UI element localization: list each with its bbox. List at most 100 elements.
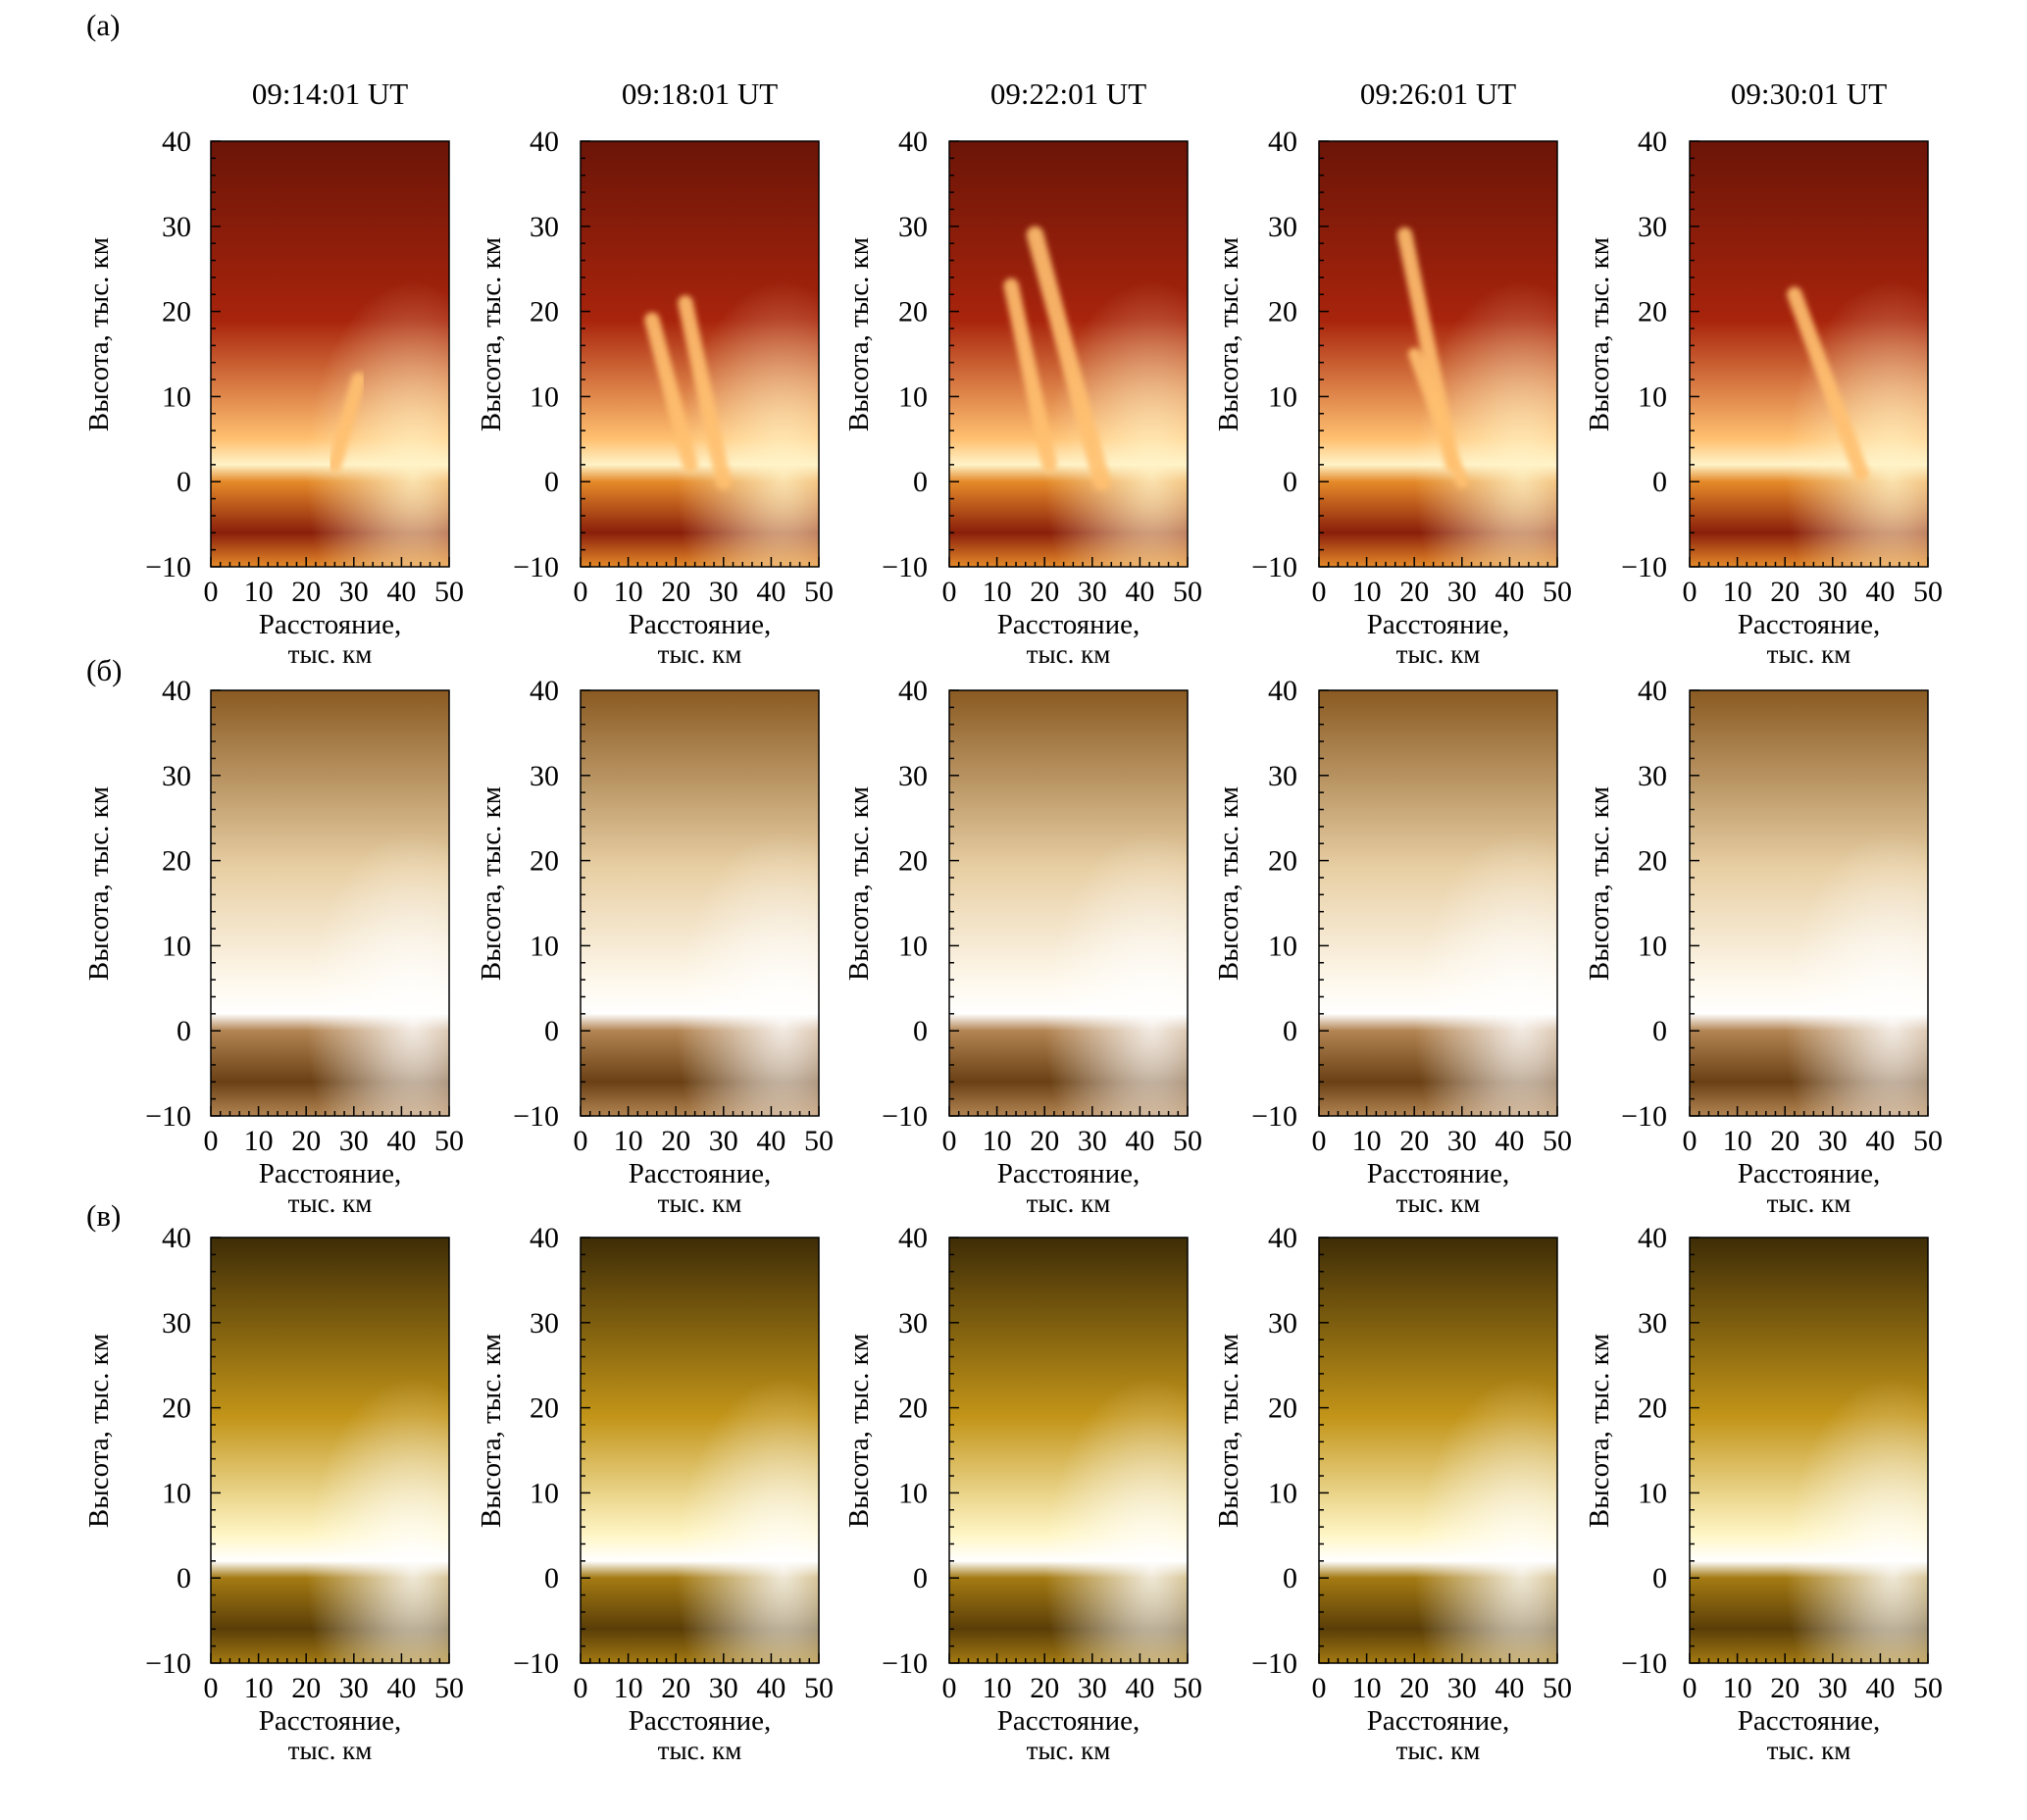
x-tick-label: 50: [434, 1125, 464, 1157]
x-tick-label: 10: [614, 1672, 643, 1704]
y-tick-label: 10: [162, 1477, 191, 1509]
limb-glow: [1690, 690, 1928, 1116]
x-tick-label: 0: [942, 1125, 957, 1157]
row-label: (а): [86, 8, 120, 42]
y-tick-label: 20: [1638, 1392, 1667, 1425]
y-tick-label: 10: [1268, 380, 1297, 413]
x-tick-label: 50: [1173, 1125, 1202, 1157]
y-axis-label: Высота, тыс. км: [83, 1334, 115, 1528]
x-axis-label: Расстояние,: [997, 1705, 1140, 1737]
y-tick-label: 40: [1638, 1222, 1667, 1254]
y-tick-label: 40: [1268, 675, 1297, 707]
x-tick-label: 0: [1683, 1125, 1698, 1157]
y-axis-label: Высота, тыс. км: [1584, 1334, 1615, 1528]
row-label: (б): [86, 653, 122, 687]
y-tick-label: 40: [898, 126, 928, 158]
y-axis-label: Высота, тыс. км: [476, 786, 507, 981]
x-tick-label: 40: [1125, 1125, 1154, 1157]
x-tick-label: 10: [1352, 576, 1382, 608]
y-axis-label: Высота, тыс. км: [476, 237, 507, 431]
y-tick-label: 0: [1283, 466, 1297, 498]
x-axis-label-unit: тыс. км: [1396, 1188, 1481, 1218]
x-tick-label: 0: [204, 576, 219, 608]
axes-frame: [948, 140, 1189, 568]
timestamp-label: 09:22:01 UT: [990, 76, 1146, 111]
x-tick-label: 20: [1399, 576, 1429, 608]
x-axis-label-unit: тыс. км: [658, 1188, 742, 1218]
x-tick-label: 30: [1818, 576, 1848, 608]
panel-image: [210, 1237, 450, 1664]
x-axis-label-unit: тыс. км: [1767, 1736, 1851, 1765]
x-axis-label-unit: тыс. км: [288, 639, 373, 669]
axes-frame: [580, 689, 820, 1117]
x-tick-label: 50: [1173, 576, 1202, 608]
x-tick-label: 10: [244, 576, 274, 608]
limb-glow: [211, 1238, 449, 1663]
y-axis-label: Высота, тыс. км: [83, 786, 115, 981]
x-tick-label: 20: [1030, 1125, 1059, 1157]
timestamp-label: 09:18:01 UT: [622, 76, 778, 111]
y-axis-label: Высота, тыс. км: [1213, 1334, 1244, 1528]
y-tick-label: 0: [913, 1015, 928, 1047]
x-tick-label: 40: [1495, 1125, 1524, 1157]
x-axis-label: Расстояние,: [1367, 609, 1509, 640]
y-tick-label: −10: [145, 551, 191, 583]
x-tick-label: 40: [386, 576, 416, 608]
y-tick-label: 0: [913, 466, 928, 498]
y-tick-label: 30: [162, 211, 191, 243]
x-axis-label-unit: тыс. км: [658, 639, 742, 669]
limb-glow: [1319, 690, 1557, 1116]
panel-image: [1689, 1237, 1929, 1664]
x-tick-label: 30: [709, 1672, 738, 1704]
limb-glow: [211, 690, 449, 1116]
y-tick-label: 30: [898, 1307, 928, 1340]
timestamp-label: 09:26:01 UT: [1360, 76, 1516, 111]
y-tick-label: 20: [1268, 1392, 1297, 1425]
x-tick-label: 30: [339, 576, 369, 608]
x-tick-label: 50: [1543, 1672, 1572, 1704]
jet-feature: [1396, 227, 1469, 488]
axes-frame: [948, 689, 1189, 1117]
y-tick-label: 20: [530, 296, 559, 329]
x-tick-label: 20: [1770, 1125, 1799, 1157]
axes-frame: [1689, 689, 1929, 1117]
x-tick-label: 40: [756, 576, 785, 608]
x-tick-label: 30: [1447, 1125, 1477, 1157]
y-tick-label: 40: [1268, 1222, 1297, 1254]
y-tick-label: 20: [1638, 845, 1667, 878]
limb-glow: [1319, 1238, 1557, 1663]
x-tick-label: 0: [1683, 1672, 1698, 1704]
y-tick-label: 10: [1268, 1477, 1297, 1509]
x-tick-label: 30: [1078, 1672, 1107, 1704]
x-tick-label: 10: [1723, 1672, 1752, 1704]
panel-image: [1689, 140, 1929, 568]
y-tick-label: 40: [898, 1222, 928, 1254]
x-tick-label: 20: [1399, 1672, 1429, 1704]
x-tick-label: 20: [661, 576, 690, 608]
x-tick-label: 30: [339, 1125, 369, 1157]
x-tick-label: 50: [804, 1672, 834, 1704]
axes-frame: [1318, 1237, 1558, 1664]
x-tick-label: 0: [204, 1125, 219, 1157]
x-tick-label: 50: [804, 1125, 834, 1157]
x-tick-label: 10: [983, 576, 1012, 608]
y-tick-label: 20: [530, 845, 559, 878]
x-axis-label: Расстояние,: [1367, 1705, 1509, 1737]
x-axis-label: Расстояние,: [259, 609, 401, 640]
y-tick-label: 40: [1268, 126, 1297, 158]
y-tick-label: 10: [898, 1477, 928, 1509]
x-tick-label: 10: [244, 1672, 274, 1704]
x-tick-label: 20: [1399, 1125, 1429, 1157]
x-axis-label: Расстояние,: [629, 1705, 771, 1737]
panel-image: [580, 1237, 820, 1664]
panel-image: [210, 689, 450, 1117]
panel-image: [210, 140, 450, 568]
axes-frame: [580, 1237, 820, 1664]
y-tick-label: −10: [1621, 1100, 1667, 1133]
y-tick-label: −10: [1251, 1100, 1297, 1133]
y-tick-label: 0: [544, 1015, 559, 1047]
x-tick-label: 20: [661, 1672, 690, 1704]
x-tick-label: 10: [983, 1125, 1012, 1157]
x-tick-label: 10: [244, 1125, 274, 1157]
y-tick-label: −10: [513, 551, 559, 583]
